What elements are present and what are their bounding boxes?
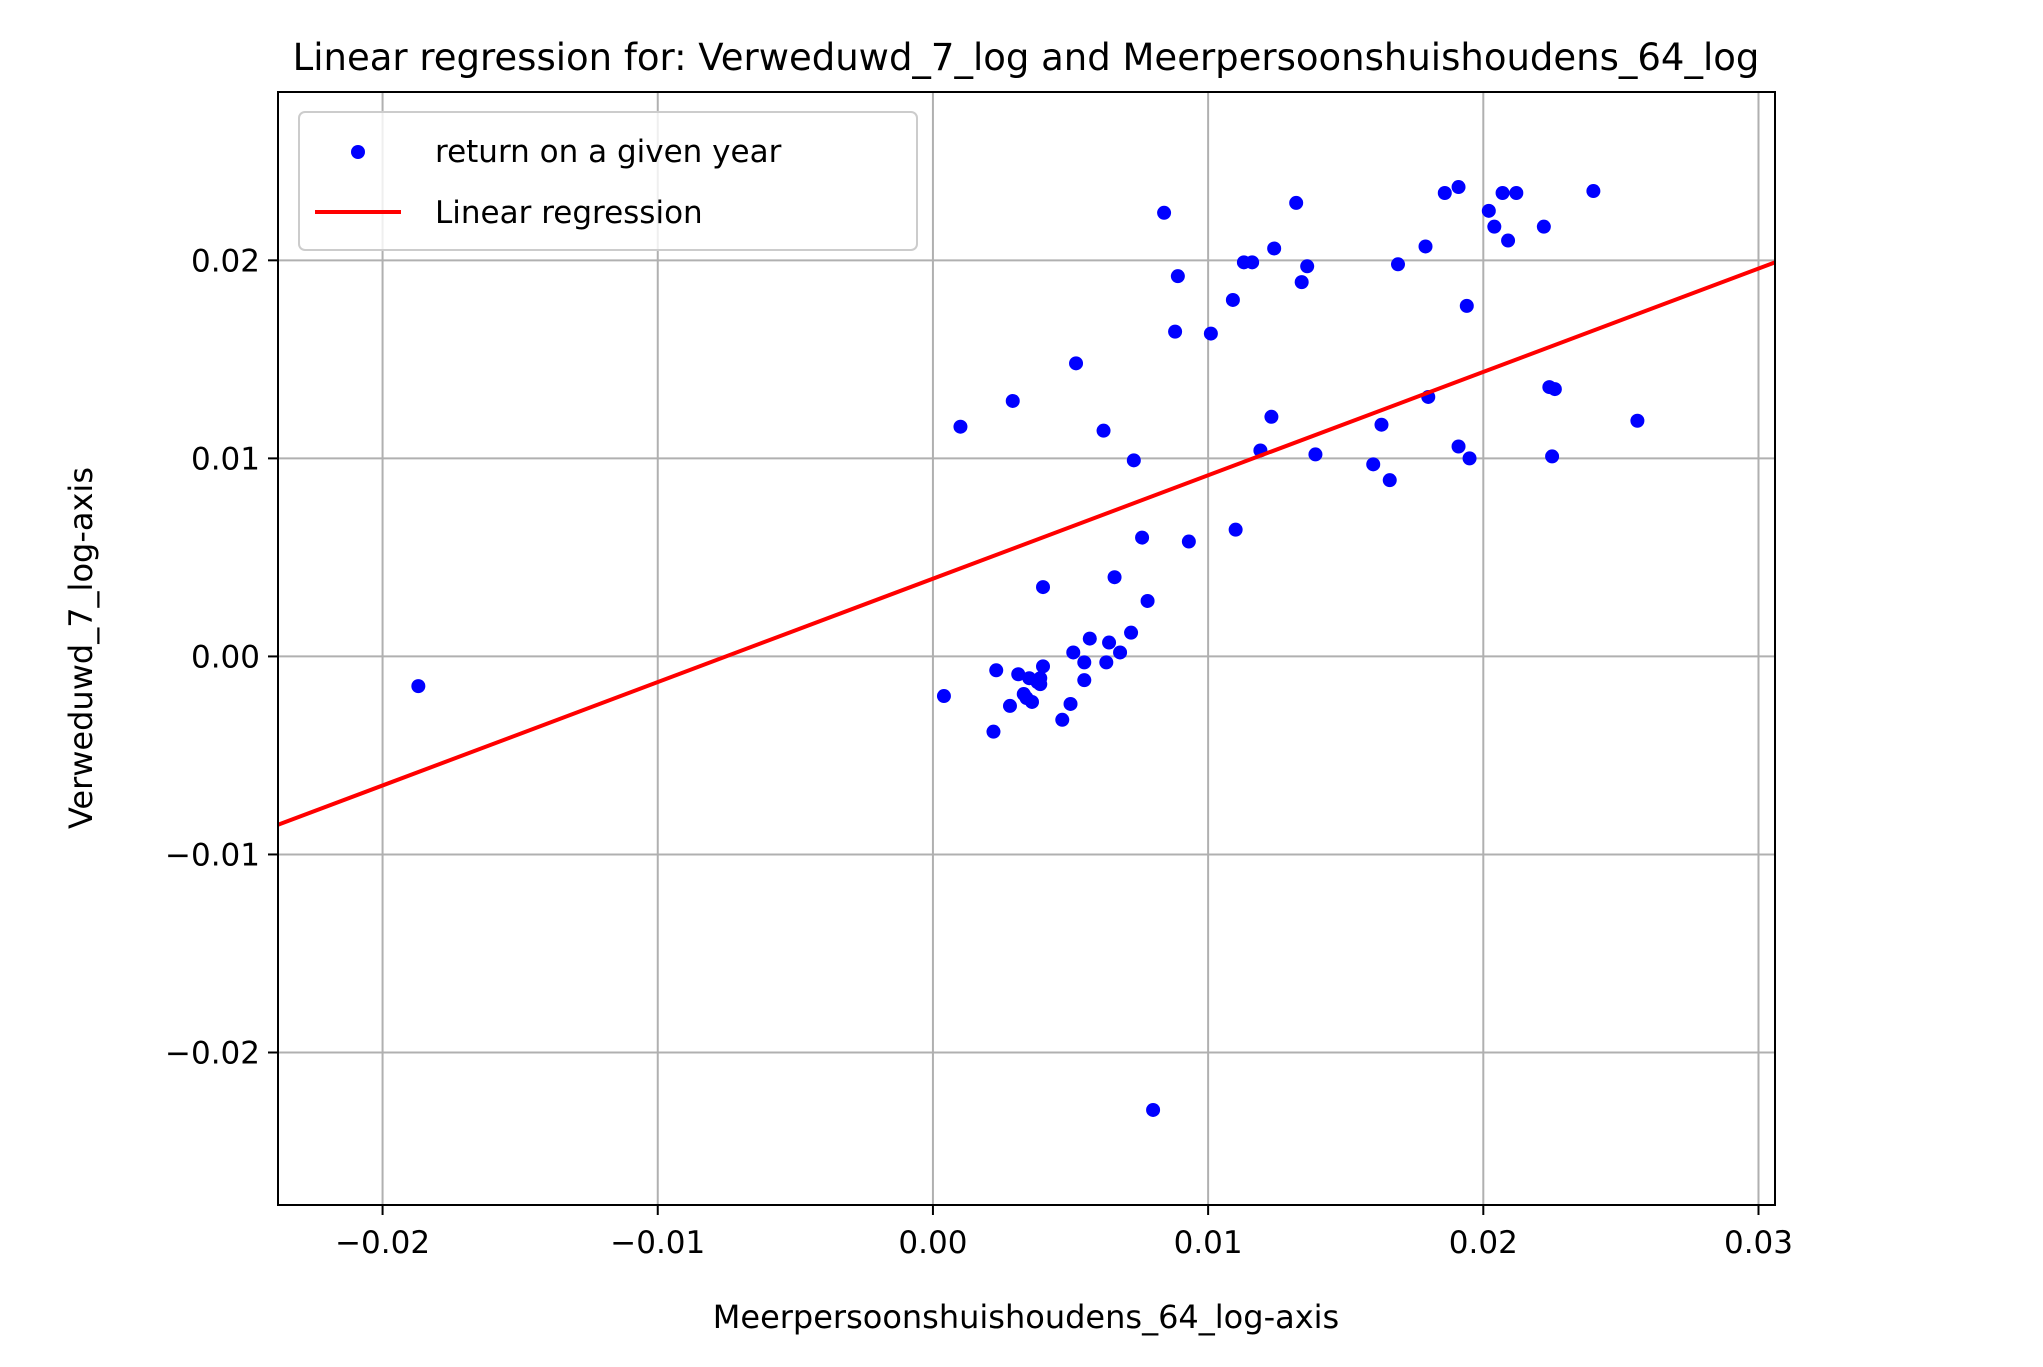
scatter-point — [1170, 269, 1185, 284]
scatter-point — [1025, 694, 1040, 709]
scatter-point — [1002, 698, 1017, 713]
scatter-point — [1066, 645, 1081, 660]
scatter-point — [1077, 673, 1092, 688]
scatter-point — [1005, 393, 1020, 408]
scatter-point — [1099, 655, 1114, 670]
x-tick-label: 0.02 — [1449, 1225, 1518, 1261]
scatter-point — [1077, 655, 1092, 670]
scatter-point — [1536, 219, 1551, 234]
x-tick-label: 0.03 — [1724, 1225, 1793, 1261]
scatter-point — [1036, 659, 1051, 674]
scatter-point — [1264, 409, 1279, 424]
scatter-point — [1547, 382, 1562, 397]
scatter-point — [1300, 259, 1315, 274]
legend-scatter-marker — [351, 145, 365, 159]
scatter-point — [1096, 423, 1111, 438]
scatter-point — [1487, 219, 1502, 234]
scatter-point — [1459, 298, 1474, 313]
scatter-point — [1082, 631, 1097, 646]
scatter-point — [1168, 324, 1183, 339]
scatter-point — [1545, 449, 1560, 464]
scatter-point — [1033, 671, 1048, 686]
grid — [278, 92, 1775, 1205]
axes-frame — [277, 91, 1776, 1206]
y-tick-label: 0.02 — [191, 243, 260, 279]
scatter-point — [1289, 195, 1304, 210]
plot-area — [278, 180, 1775, 1117]
x-axis-label: Meerpersoonshuishoudens_64_log-axis — [713, 1298, 1339, 1336]
y-tick-label: −0.01 — [165, 837, 260, 873]
scatter-point — [1630, 413, 1645, 428]
scatter-point — [953, 419, 968, 434]
legend: return on a given year Linear regression — [298, 111, 918, 251]
scatter-point — [1181, 534, 1196, 549]
scatter-point — [1245, 255, 1260, 270]
scatter-point — [1501, 233, 1516, 248]
scatter-point — [1495, 186, 1510, 201]
scatter-point — [1308, 447, 1323, 462]
scatter-point — [1390, 257, 1405, 272]
legend-box — [298, 111, 918, 251]
scatter-point — [1055, 712, 1070, 727]
legend-label-regression: Linear regression — [435, 195, 703, 231]
scatter-point — [1140, 593, 1155, 608]
scatter-point — [1135, 530, 1150, 545]
scatter-point — [1157, 205, 1172, 220]
scatter-point — [1267, 241, 1282, 256]
scatter-point — [1102, 635, 1117, 650]
scatter-point — [936, 689, 951, 704]
chart-title: Linear regression for: Verweduwd_7_log a… — [293, 36, 1760, 79]
scatter-point — [1481, 203, 1496, 218]
scatter-point — [1036, 580, 1051, 595]
y-tick-label: 0.01 — [191, 441, 260, 477]
scatter-point — [1374, 417, 1389, 432]
y-tick-label: −0.02 — [165, 1036, 260, 1072]
legend-label-scatter: return on a given year — [435, 134, 782, 170]
scatter-point — [1366, 457, 1381, 472]
axis-ticks: −0.02 −0.01 0.00 0.01 0.02 0.03 −0.02 −0.01 0.00… — [165, 243, 1793, 1261]
scatter-point — [1451, 180, 1466, 195]
x-tick-label: −0.02 — [335, 1225, 430, 1261]
scatter-point — [1069, 356, 1084, 371]
x-tick-label: −0.01 — [610, 1225, 705, 1261]
scatter-point — [1011, 667, 1026, 682]
y-tick-label: 0.00 — [191, 639, 260, 675]
scatter-point — [1462, 451, 1477, 466]
scatter-point — [1063, 696, 1078, 711]
x-tick-label: 0.01 — [1174, 1225, 1243, 1261]
scatter-point — [986, 724, 1001, 739]
scatter-point — [1586, 184, 1601, 199]
scatter-point — [1228, 522, 1243, 537]
scatter-point — [1203, 326, 1218, 341]
scatter-point — [1418, 239, 1433, 254]
scatter-point — [411, 679, 426, 694]
scatter-point — [1126, 453, 1141, 468]
scatter-point — [1107, 570, 1122, 585]
scatter-point — [1225, 292, 1240, 307]
scatter-point — [1113, 645, 1128, 660]
scatter-point — [1294, 275, 1309, 290]
scatter-point — [989, 663, 1004, 678]
x-tick-label: 0.00 — [898, 1225, 967, 1261]
scatter-point — [1451, 439, 1466, 454]
scatter-point — [1382, 473, 1397, 488]
y-axis-label: Verweduwd_7_log-axis — [62, 467, 100, 829]
scatter-point — [1124, 625, 1139, 640]
scatter-point — [1146, 1102, 1161, 1117]
regression-line — [278, 260, 1775, 827]
scatter-point — [1437, 186, 1452, 201]
scatter-point — [1509, 186, 1524, 201]
